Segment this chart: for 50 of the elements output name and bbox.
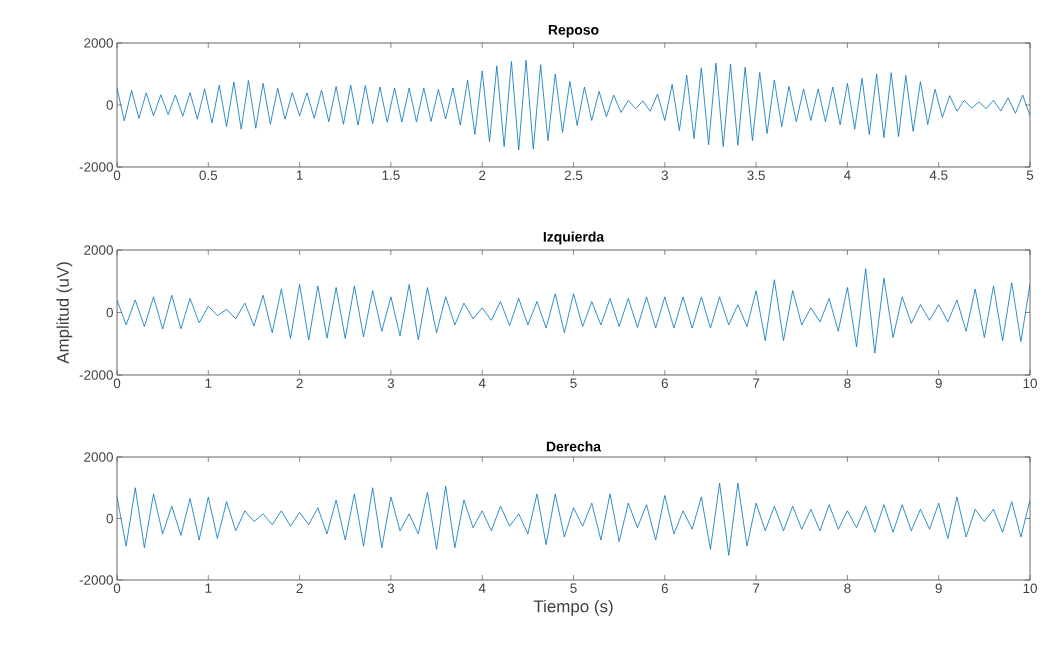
- x-tick-label: 3.5: [747, 170, 765, 181]
- x-tick-label: 2.5: [564, 170, 583, 181]
- x-tick-label: 8: [844, 583, 851, 594]
- x-tick-label: 0.5: [199, 170, 218, 181]
- y-tick-label: -2000: [79, 370, 113, 380]
- x-tick-label: 5: [1026, 170, 1034, 180]
- x-tick-label: 2: [296, 378, 303, 388]
- y-tick-label: 2000: [84, 452, 113, 462]
- x-tick-label: 10: [1023, 583, 1037, 594]
- x-tick-label: 1.5: [382, 170, 400, 180]
- x-tick-label: 4.5: [929, 170, 948, 180]
- y-tick-label: 2000: [84, 245, 113, 255]
- x-tick-label: 2: [296, 583, 303, 593]
- x-tick-label: 3: [387, 378, 395, 389]
- x-tick-label: 4: [843, 170, 851, 180]
- x-tick-label: 0: [113, 170, 121, 181]
- x-tick-label: 4: [478, 378, 486, 388]
- x-tick-label: 0: [113, 583, 121, 594]
- line-series: [117, 482, 1031, 556]
- y-axis-title: Amplitud (uV): [56, 262, 73, 364]
- chart-title: Reposo: [548, 25, 599, 38]
- x-tick-label: 0: [113, 378, 121, 389]
- chart-title: Izquierda: [543, 231, 605, 245]
- y-tick-label: 0: [106, 513, 113, 524]
- x-tick-label: 10: [1023, 378, 1037, 389]
- x-tick-label: 2: [479, 170, 486, 180]
- y-tick-label: 0: [106, 100, 113, 110]
- x-tick-label: 8: [844, 378, 851, 389]
- x-tick-label: 9: [935, 583, 942, 594]
- x-tick-label: 4: [478, 583, 486, 593]
- line-series: [117, 268, 1031, 354]
- chart-title: Derecha: [546, 441, 602, 452]
- y-tick-label: 2000: [84, 38, 113, 48]
- x-tick-label: 5: [570, 583, 577, 593]
- x-tick-label: 1: [205, 378, 212, 388]
- x-tick-label: 6: [661, 583, 668, 594]
- line-series: [117, 59, 1031, 151]
- x-tick-label: 6: [661, 378, 668, 389]
- x-tick-label: 1: [296, 170, 303, 180]
- x-tick-label: 7: [753, 378, 760, 388]
- x-tick-label: 1: [205, 583, 212, 593]
- x-axis-title: Tiempo (s): [533, 599, 613, 616]
- x-tick-label: 9: [935, 378, 942, 389]
- x-tick-label: 3: [387, 583, 395, 594]
- x-tick-label: 7: [753, 583, 760, 593]
- y-tick-label: -2000: [79, 575, 113, 585]
- y-tick-label: 0: [106, 307, 113, 318]
- x-tick-label: 5: [570, 378, 577, 388]
- x-tick-label: 3: [661, 170, 668, 181]
- y-tick-label: -2000: [79, 162, 113, 172]
